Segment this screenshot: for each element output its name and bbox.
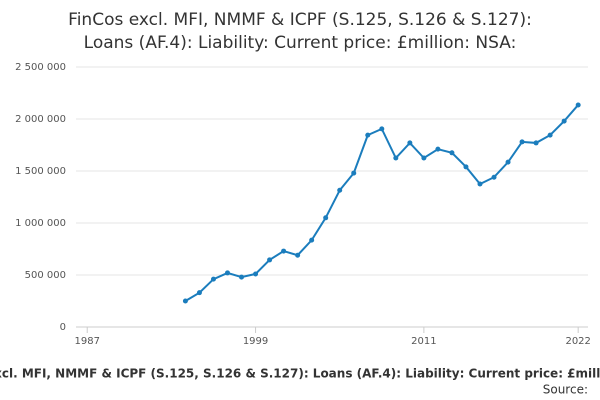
chart-title: FinCos excl. MFI, NMMF & ICPF (S.125, S.…	[68, 10, 532, 30]
y-tick-label: 0	[60, 322, 66, 333]
chart-title: Loans (AF.4): Liability: Current price: …	[84, 33, 517, 53]
point	[295, 252, 301, 258]
x-axis-label: FinCos excl. MFI, NMMF & ICPF (S.125, S.…	[0, 367, 600, 381]
point	[379, 126, 385, 132]
point	[351, 170, 357, 176]
point	[182, 298, 188, 304]
point	[477, 181, 483, 187]
point	[575, 102, 581, 108]
point	[210, 276, 216, 282]
point	[224, 270, 230, 276]
point	[505, 159, 511, 165]
point	[533, 140, 539, 146]
point	[281, 248, 287, 254]
x-tick-label: 1987	[74, 336, 99, 347]
point	[547, 132, 553, 138]
x-tick-label: 1999	[243, 336, 268, 347]
y-tick-label: 2 000 000	[15, 114, 66, 125]
point	[421, 155, 427, 161]
point	[561, 118, 567, 124]
point	[309, 237, 315, 243]
source: Source:	[543, 383, 588, 397]
point	[407, 140, 413, 146]
point	[491, 174, 497, 180]
point	[239, 274, 245, 280]
y-tick-label: 500 000	[25, 270, 66, 281]
point	[365, 132, 371, 138]
point	[393, 155, 399, 161]
point	[267, 257, 273, 263]
x-tick-label: 2022	[565, 336, 590, 347]
point	[253, 271, 259, 277]
point	[337, 187, 343, 193]
point	[519, 139, 525, 145]
y-tick-label: 1 500 000	[15, 166, 66, 177]
y-tick-label: 1 000 000	[15, 218, 66, 229]
point	[435, 146, 441, 152]
y-tick-label: 2 500 000	[15, 62, 66, 73]
point	[449, 150, 455, 156]
point	[323, 215, 329, 221]
x-tick-label: 2011	[411, 336, 436, 347]
line	[184, 104, 579, 302]
point	[196, 290, 202, 296]
point	[463, 164, 469, 170]
